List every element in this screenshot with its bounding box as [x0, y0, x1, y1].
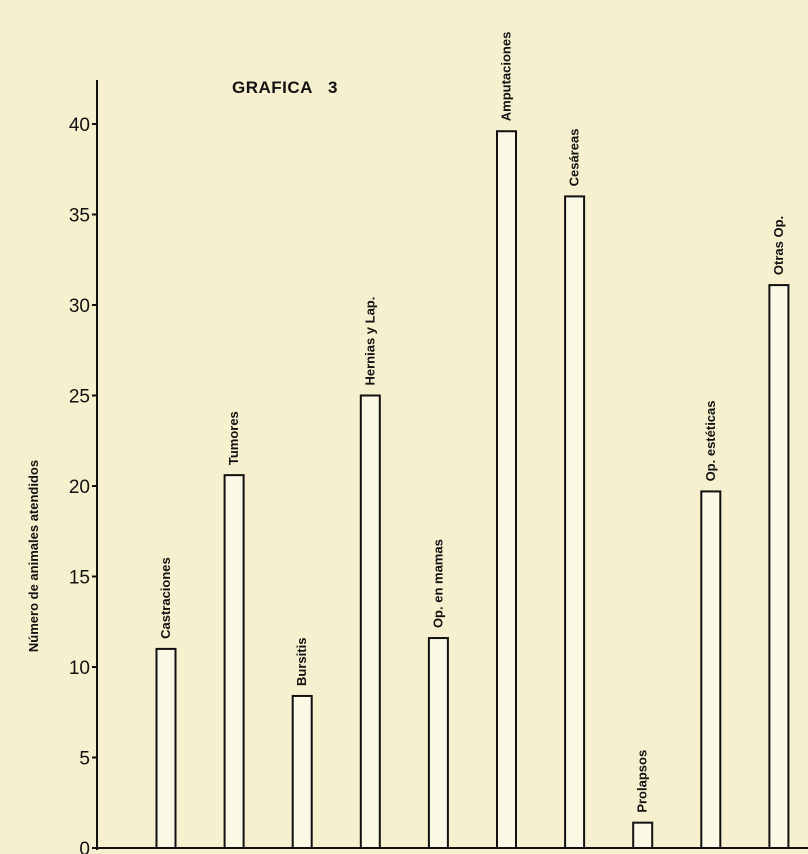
labels-group: Castraciones Tumores Bursitis Hernias y Lap…: [158, 32, 786, 813]
bar: [427, 637, 449, 849]
bar: [700, 490, 722, 849]
bar-label: Tumores: [226, 411, 241, 465]
y-tick-label: 30: [69, 296, 90, 317]
y-tick-label: 10: [69, 658, 90, 679]
bar-label: Prolapsos: [635, 750, 650, 813]
bar: [291, 694, 313, 850]
y-tick-label: 15: [69, 568, 90, 589]
bar: [632, 821, 654, 849]
bar: [155, 647, 177, 850]
bar: [768, 284, 790, 849]
y-axis-label: Número de animales atendidos: [26, 460, 41, 652]
bar-label: Bursitis: [294, 638, 309, 686]
y-tick-label: 20: [69, 477, 90, 498]
bar-label: Amputaciones: [499, 32, 514, 122]
bar-label: Otras Op.: [771, 216, 786, 275]
y-tick-label: 35: [69, 206, 90, 227]
bar-label: Op. estéticas: [703, 400, 718, 481]
bar: [496, 130, 517, 850]
bar-label: Cesáreas: [567, 129, 582, 187]
y-tick-label: 5: [79, 749, 90, 770]
axes: 0 5 10 15 20 25 30 35 40: [69, 80, 808, 854]
bar: [359, 394, 381, 849]
bar-label: Hernias y Lap.: [362, 297, 377, 386]
y-tick-label: 40: [69, 115, 90, 136]
bar-label: Op. en mamas: [430, 539, 445, 628]
y-tick-label: 0: [79, 839, 90, 854]
bar: [564, 195, 586, 849]
bar: [223, 474, 245, 849]
y-tick-label: 25: [69, 387, 90, 408]
chart-title: GRAFICA 3: [232, 78, 338, 97]
bar-label: Castraciones: [158, 557, 173, 639]
bars-group: [155, 130, 790, 850]
